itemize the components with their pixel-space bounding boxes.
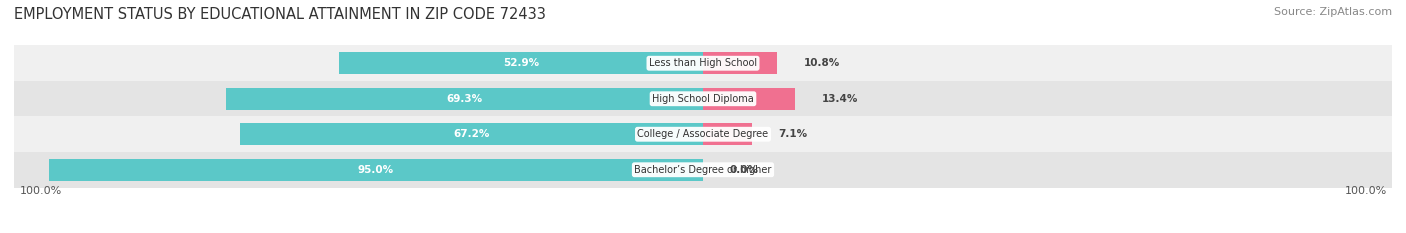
Bar [703, 52, 778, 74]
Text: Bachelor’s Degree or higher: Bachelor’s Degree or higher [634, 165, 772, 175]
Text: 10.8%: 10.8% [804, 58, 841, 68]
Bar [49, 159, 703, 181]
Bar [240, 123, 703, 145]
Bar [14, 45, 1392, 81]
Bar [14, 81, 1392, 116]
Text: 100.0%: 100.0% [20, 186, 62, 196]
Text: Source: ZipAtlas.com: Source: ZipAtlas.com [1274, 7, 1392, 17]
Bar [225, 88, 703, 110]
Bar [703, 123, 752, 145]
Text: 0.0%: 0.0% [730, 165, 758, 175]
Text: High School Diploma: High School Diploma [652, 94, 754, 104]
Text: 7.1%: 7.1% [779, 129, 807, 139]
Text: 100.0%: 100.0% [1344, 186, 1386, 196]
Text: 69.3%: 69.3% [446, 94, 482, 104]
Text: Less than High School: Less than High School [650, 58, 756, 68]
Bar [339, 52, 703, 74]
Text: 95.0%: 95.0% [357, 165, 394, 175]
Text: EMPLOYMENT STATUS BY EDUCATIONAL ATTAINMENT IN ZIP CODE 72433: EMPLOYMENT STATUS BY EDUCATIONAL ATTAINM… [14, 7, 546, 22]
Text: College / Associate Degree: College / Associate Degree [637, 129, 769, 139]
Text: 67.2%: 67.2% [453, 129, 489, 139]
Bar [14, 152, 1392, 188]
Text: 13.4%: 13.4% [823, 94, 858, 104]
Text: 52.9%: 52.9% [503, 58, 538, 68]
Bar [14, 116, 1392, 152]
Bar [703, 88, 796, 110]
